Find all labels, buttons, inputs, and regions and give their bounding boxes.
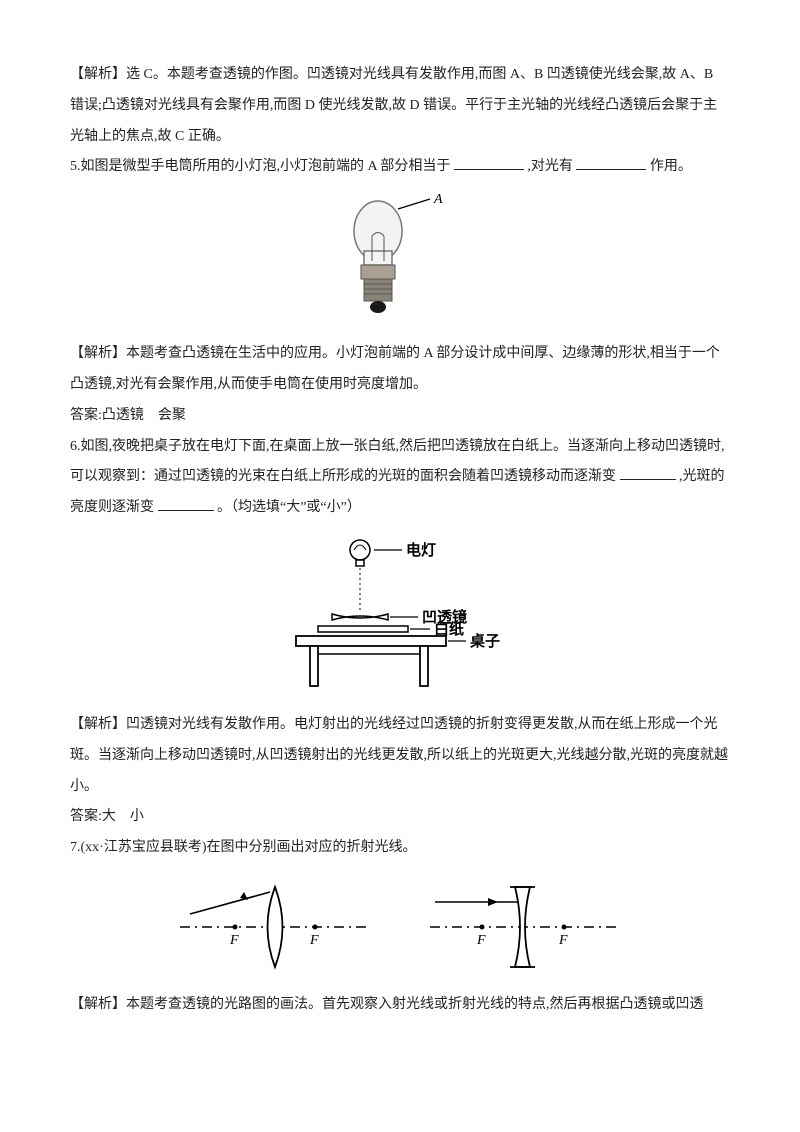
svg-text:电灯: 电灯	[406, 541, 436, 559]
answer-5: 答案:凸透镜 会聚	[70, 401, 730, 432]
blank-1	[454, 155, 524, 170]
svg-text:F: F	[476, 933, 486, 948]
question-5: 5.如图是微型手电筒所用的小灯泡,小灯泡前端的 A 部分相当于 ,对光有 作用。	[70, 152, 730, 183]
analysis-5: 【解析】本题考查凸透镜在生活中的应用。小灯泡前端的 A 部分设计成中间厚、边缘薄…	[70, 339, 730, 401]
analysis-c: 【解析】选 C。本题考查透镜的作图。凹透镜对光线具有发散作用,而图 A、B 凹透…	[70, 60, 730, 152]
q6-text-c: 。（均选填“大”或“小”）	[217, 500, 361, 515]
label-a: A	[433, 192, 443, 207]
analysis-7: 【解析】本题考查透镜的光路图的画法。首先观察入射光线或折射光线的特点,然后再根据…	[70, 990, 730, 1021]
svg-text:F: F	[558, 933, 568, 948]
blank-3	[620, 465, 676, 480]
analysis-6: 【解析】凹透镜对光线有发散作用。电灯射出的光线经过凹透镜的折射变得更发散,从而在…	[70, 710, 730, 802]
blank-2	[576, 155, 646, 170]
q5-text-c: 作用。	[650, 159, 692, 174]
svg-text:桌子: 桌子	[469, 632, 500, 650]
blank-4	[158, 496, 214, 511]
svg-text:F: F	[229, 933, 239, 948]
question-7: 7.(xx·江苏宝应县联考)在图中分别画出对应的折射光线。	[70, 833, 730, 864]
answer-6: 答案:大 小	[70, 802, 730, 833]
q5-text-b: ,对光有	[527, 159, 573, 174]
svg-text:F: F	[309, 933, 319, 948]
figure-lenses: F F F F	[70, 872, 730, 982]
figure-table-setup: 电灯 凹透镜 白纸 桌子	[70, 532, 730, 702]
question-6: 6.如图,夜晚把桌子放在电灯下面,在桌面上放一张白纸,然后把凹透镜放在白纸上。当…	[70, 432, 730, 524]
figure-bulb: A	[70, 191, 730, 331]
q5-text-a: 5.如图是微型手电筒所用的小灯泡,小灯泡前端的 A 部分相当于	[70, 159, 450, 174]
